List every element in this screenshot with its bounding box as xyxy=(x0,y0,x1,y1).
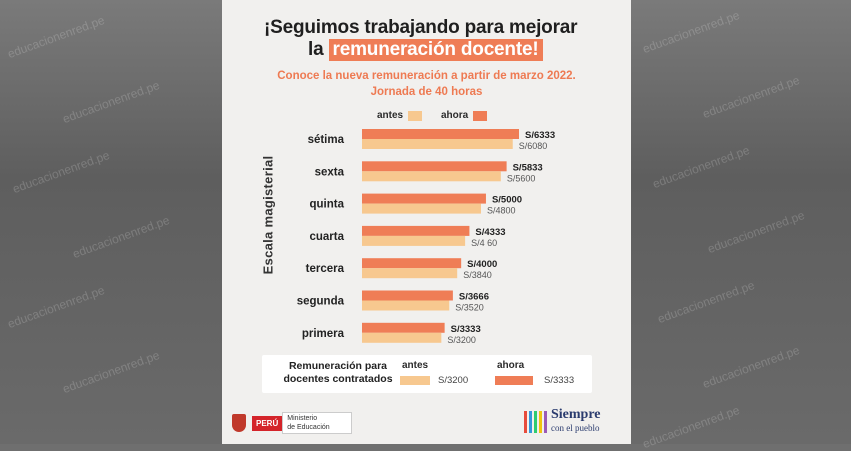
value-label-ahora-4: S/4000 xyxy=(467,259,497,270)
legend-after: ahora xyxy=(441,110,488,121)
contract-before-value: S/3200 xyxy=(438,375,469,386)
contract-teachers-box: Remuneración para docentes contratados a… xyxy=(262,355,592,393)
subtitle-line-1: Conoce la nueva remuneración a partir de… xyxy=(277,70,576,82)
value-label-ahora-3: S/4333 xyxy=(475,227,505,238)
ministry-name: Ministerio de Educación xyxy=(282,412,353,434)
value-label-antes-5: S/3520 xyxy=(455,303,484,313)
bar-ahora-3 xyxy=(362,225,470,236)
bar-antes-3 xyxy=(362,235,466,246)
bar-antes-2 xyxy=(362,203,481,214)
legend-before-swatch xyxy=(408,110,423,121)
legend-before: antes xyxy=(377,110,423,121)
contract-before-label: antes xyxy=(402,360,429,371)
left-blurred-background xyxy=(0,0,222,444)
title-line-2-prefix: la xyxy=(308,39,324,60)
ministry-line-1: Ministerio xyxy=(287,415,318,422)
ministry-logo: PERÚ Ministerio de Educación xyxy=(232,412,353,434)
value-label-ahora-1: S/5833 xyxy=(513,162,543,173)
contract-label-line-2: docentes contratados xyxy=(283,373,393,385)
title-highlight: remuneración docente! xyxy=(328,39,544,61)
siempre-logo: Siempre con el pueblo xyxy=(524,408,601,435)
bar-ahora-4 xyxy=(362,258,462,269)
bar-antes-1 xyxy=(362,171,501,182)
peru-label: PERÚ xyxy=(252,415,283,431)
slogan-line-2: con el pueblo xyxy=(551,423,600,433)
contract-after-value: S/3333 xyxy=(544,375,575,386)
contract-label-line-1: Remuneración para xyxy=(288,360,388,372)
title-line-1: ¡Seguimos trabajando para mejorar xyxy=(264,17,578,38)
people-figures-icon xyxy=(524,410,547,433)
bar-ahora-6 xyxy=(362,322,445,333)
value-label-antes-0: S/6080 xyxy=(519,141,548,151)
category-label-5: segunda xyxy=(297,296,345,308)
bar-antes-5 xyxy=(362,300,450,311)
value-label-ahora-2: S/5000 xyxy=(492,195,522,206)
legend-after-swatch xyxy=(473,110,488,121)
category-label-1: sexta xyxy=(315,166,345,178)
bar-ahora-2 xyxy=(362,193,486,204)
slogan: Siempre con el pueblo xyxy=(551,408,601,435)
contract-before-bar xyxy=(400,376,430,385)
legend-before-label: antes xyxy=(377,110,404,121)
category-label-6: primera xyxy=(302,328,345,340)
contract-after-bar xyxy=(495,376,533,385)
right-blurred-background xyxy=(631,0,851,444)
bar-antes-4 xyxy=(362,268,458,279)
category-label-3: cuarta xyxy=(309,231,344,243)
bar-antes-6 xyxy=(362,332,442,343)
slogan-line-1: Siempre xyxy=(551,407,601,422)
subtitle-line-2: Jornada de 40 horas xyxy=(370,86,483,98)
legend-after-label: ahora xyxy=(441,110,469,121)
ministry-line-2: de Educación xyxy=(287,424,330,431)
bar-antes-0 xyxy=(362,139,513,149)
category-label-4: tercera xyxy=(306,263,345,275)
bar-ahora-5 xyxy=(362,290,453,301)
value-label-antes-3: S/4 60 xyxy=(471,238,497,248)
contract-after-label: ahora xyxy=(497,360,525,371)
title-line-2: la remuneración docente! xyxy=(308,39,544,61)
value-label-antes-1: S/5600 xyxy=(507,173,536,183)
infographic-card: ¡Seguimos trabajando para mejorar la rem… xyxy=(222,0,631,444)
category-label-2: quinta xyxy=(310,199,345,211)
value-label-ahora-6: S/3333 xyxy=(451,324,481,335)
value-label-antes-6: S/3200 xyxy=(447,335,476,345)
value-label-antes-4: S/3840 xyxy=(463,270,492,280)
value-label-ahora-5: S/3666 xyxy=(459,292,489,303)
peru-shield-icon xyxy=(232,414,246,432)
category-label-0: sétima xyxy=(308,134,345,146)
bar-ahora-0 xyxy=(362,129,519,139)
value-label-antes-2: S/4800 xyxy=(487,206,516,216)
contract-label: Remuneración para docentes contratados xyxy=(268,360,408,386)
value-label-ahora-0: S/6333 xyxy=(525,130,555,141)
bar-ahora-1 xyxy=(362,161,507,172)
